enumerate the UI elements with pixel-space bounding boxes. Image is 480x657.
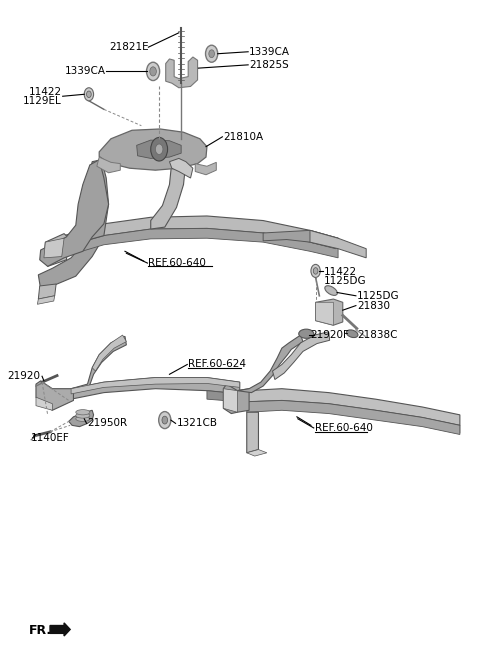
Text: 21830: 21830	[357, 301, 390, 311]
Polygon shape	[37, 296, 55, 304]
Ellipse shape	[299, 329, 314, 338]
Text: 11422: 11422	[29, 87, 62, 97]
Circle shape	[159, 411, 171, 428]
Polygon shape	[36, 397, 52, 410]
Circle shape	[84, 88, 94, 101]
Text: 21920: 21920	[8, 371, 41, 381]
Ellipse shape	[76, 416, 90, 421]
Text: 1125DG: 1125DG	[357, 291, 399, 301]
Polygon shape	[151, 158, 186, 229]
Polygon shape	[238, 335, 303, 393]
Polygon shape	[64, 216, 338, 249]
Circle shape	[311, 264, 320, 277]
Polygon shape	[38, 224, 106, 289]
Polygon shape	[247, 412, 258, 453]
Text: 21821E: 21821E	[109, 42, 148, 52]
Polygon shape	[316, 302, 334, 325]
Text: 1125DG: 1125DG	[324, 277, 367, 286]
Polygon shape	[166, 57, 198, 88]
Circle shape	[156, 144, 163, 154]
Polygon shape	[61, 160, 108, 247]
Polygon shape	[64, 229, 338, 258]
Text: 21825S: 21825S	[249, 60, 289, 70]
Text: REF.60-624: REF.60-624	[188, 359, 246, 369]
Polygon shape	[247, 389, 460, 425]
Ellipse shape	[76, 413, 90, 418]
Circle shape	[151, 137, 168, 161]
Text: 21810A: 21810A	[223, 132, 264, 142]
Text: 1339CA: 1339CA	[249, 47, 290, 57]
Polygon shape	[36, 381, 73, 410]
Polygon shape	[273, 332, 330, 380]
Circle shape	[205, 45, 218, 62]
Text: 1339CA: 1339CA	[65, 66, 106, 76]
Circle shape	[209, 50, 215, 58]
Text: FR.: FR.	[29, 624, 52, 637]
Ellipse shape	[325, 286, 337, 296]
Polygon shape	[137, 140, 181, 158]
Text: REF.60-640: REF.60-640	[315, 423, 372, 433]
Polygon shape	[44, 238, 64, 258]
Polygon shape	[97, 157, 120, 173]
Polygon shape	[223, 389, 238, 412]
Ellipse shape	[76, 409, 90, 415]
Polygon shape	[247, 401, 460, 434]
Polygon shape	[69, 410, 94, 426]
Circle shape	[146, 62, 160, 81]
Polygon shape	[207, 391, 240, 402]
Polygon shape	[71, 378, 240, 399]
Polygon shape	[169, 158, 193, 178]
Polygon shape	[99, 129, 207, 170]
Polygon shape	[195, 162, 216, 175]
Ellipse shape	[347, 330, 358, 338]
Circle shape	[86, 91, 91, 97]
Polygon shape	[247, 449, 267, 456]
Circle shape	[150, 67, 156, 76]
Polygon shape	[263, 231, 338, 249]
Text: 1129EL: 1129EL	[23, 97, 62, 106]
Polygon shape	[71, 378, 240, 394]
Polygon shape	[38, 284, 56, 299]
Polygon shape	[50, 623, 70, 636]
Polygon shape	[223, 384, 249, 413]
Polygon shape	[44, 234, 69, 266]
Polygon shape	[316, 299, 343, 325]
Polygon shape	[71, 336, 126, 389]
Polygon shape	[40, 160, 108, 266]
Text: REF.60-640: REF.60-640	[148, 258, 206, 268]
Text: 11422: 11422	[324, 267, 357, 277]
Circle shape	[313, 267, 318, 274]
Text: 1321CB: 1321CB	[177, 419, 217, 428]
Polygon shape	[375, 410, 460, 433]
Polygon shape	[92, 335, 126, 371]
Circle shape	[162, 416, 168, 424]
Text: 1140EF: 1140EF	[31, 433, 70, 443]
Text: 21838C: 21838C	[357, 330, 397, 340]
Polygon shape	[310, 231, 366, 258]
Text: 21950R: 21950R	[87, 419, 128, 428]
Text: 21920F: 21920F	[310, 330, 349, 340]
